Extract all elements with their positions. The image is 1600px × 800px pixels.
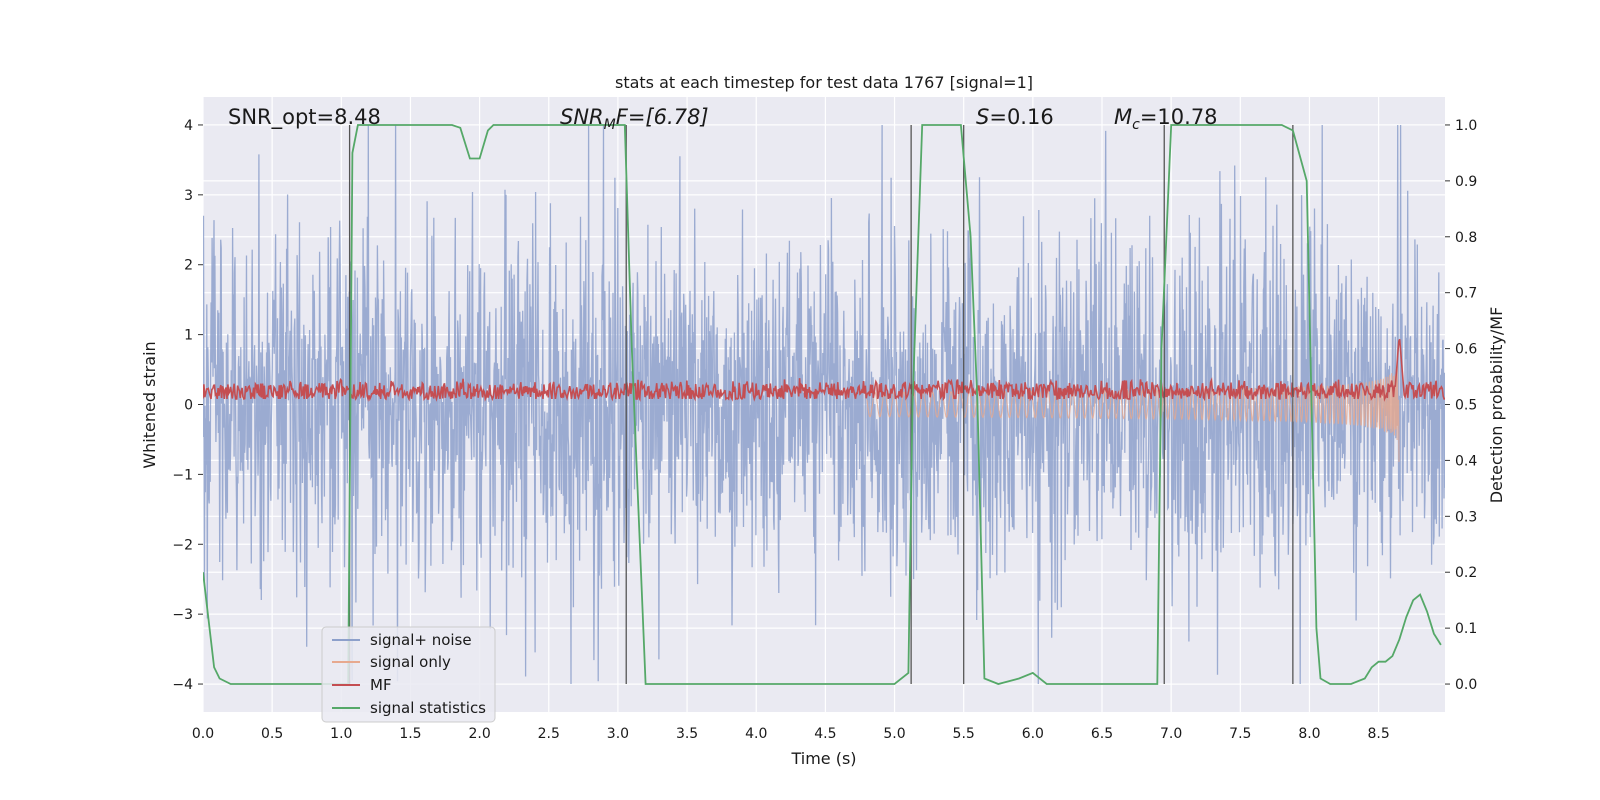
x-tick-label: 0.0 bbox=[192, 726, 214, 742]
y-tick-label-left: 4 bbox=[184, 118, 193, 134]
y-tick-label-right: 0.8 bbox=[1455, 230, 1477, 246]
signal-statistics-series bbox=[203, 124, 1442, 685]
y-tick-label-left: −2 bbox=[172, 537, 193, 553]
x-tick-label: 3.0 bbox=[607, 726, 629, 742]
legend-box bbox=[321, 626, 496, 723]
y-tick-label-right: 0.4 bbox=[1455, 453, 1477, 469]
y-tick-label-left: −4 bbox=[172, 677, 193, 693]
legend-label-mf: MF bbox=[370, 676, 392, 694]
axis-ticks: 0.0 0.5 1.0 1.5 2.0 2.5 3.0 3.5 4.0 4.5 5.0 5.5 6.0 6… bbox=[172, 118, 1477, 742]
y-tick-label-right: 0.3 bbox=[1455, 509, 1477, 525]
legend-label-noise: signal+ noise bbox=[370, 631, 472, 649]
x-tick-label: 4.0 bbox=[745, 726, 767, 742]
x-tick-label: 5.0 bbox=[883, 726, 905, 742]
x-tick-label: 4.5 bbox=[814, 726, 836, 742]
y-axis-title-right: Detection probability/MF bbox=[1487, 307, 1506, 504]
x-tick-label: 7.0 bbox=[1160, 726, 1182, 742]
y-tick-label-right: 0.0 bbox=[1455, 677, 1477, 693]
x-tick-label: 7.5 bbox=[1229, 726, 1251, 742]
x-tick-label: 6.0 bbox=[1022, 726, 1044, 742]
y-tick-label-right: 0.6 bbox=[1455, 342, 1477, 358]
y-tick-label-right: 0.7 bbox=[1455, 286, 1477, 302]
mf-series bbox=[203, 338, 1445, 402]
y-tick-label-left: −3 bbox=[172, 607, 193, 623]
signal-only-series bbox=[866, 363, 1400, 463]
annotation-snr-mf: SNRMF=[6.78] bbox=[560, 105, 709, 133]
x-tick-label: 2.0 bbox=[468, 726, 490, 742]
x-tick-label: 6.5 bbox=[1091, 726, 1113, 742]
legend-label-stats: signal statistics bbox=[370, 699, 486, 717]
y-tick-label-left: 0 bbox=[184, 398, 193, 414]
y-axis-title-left: Whitened strain bbox=[140, 341, 159, 468]
annotation-mc: Mc=10.78 bbox=[1114, 105, 1218, 133]
chart-title: stats at each timestep for test data 176… bbox=[615, 73, 1033, 92]
x-tick-label: 8.0 bbox=[1298, 726, 1320, 742]
y-tick-label-right: 1.0 bbox=[1455, 118, 1477, 134]
x-tick-label: 8.5 bbox=[1367, 726, 1389, 742]
x-axis-title: Time (s) bbox=[790, 749, 856, 768]
y-tick-label-left: 2 bbox=[184, 258, 193, 274]
legend: signal+ noise signal only MF signal stat… bbox=[321, 626, 496, 723]
x-tick-label: 1.5 bbox=[399, 726, 421, 742]
x-tick-label: 3.5 bbox=[676, 726, 698, 742]
signal-noise-series bbox=[203, 124, 1445, 685]
x-tick-label: 2.5 bbox=[538, 726, 560, 742]
series-layer bbox=[203, 124, 1445, 685]
y-tick-label-left: 3 bbox=[184, 188, 193, 204]
y-tick-label-right: 0.1 bbox=[1455, 621, 1477, 637]
x-tick-label: 5.5 bbox=[953, 726, 975, 742]
y-tick-label-right: 0.9 bbox=[1455, 174, 1477, 190]
x-tick-label: 1.0 bbox=[330, 726, 352, 742]
x-tick-label: 0.5 bbox=[261, 726, 283, 742]
annotation-s: S=0.16 bbox=[976, 105, 1054, 129]
y-tick-label-right: 0.2 bbox=[1455, 565, 1477, 581]
y-tick-label-right: 0.5 bbox=[1455, 398, 1477, 414]
y-tick-label-left: 1 bbox=[184, 328, 193, 344]
y-tick-label-left: −1 bbox=[172, 467, 193, 483]
annotation-snr-opt: SNR_opt=8.48 bbox=[228, 105, 381, 130]
legend-label-signal: signal only bbox=[370, 653, 451, 671]
